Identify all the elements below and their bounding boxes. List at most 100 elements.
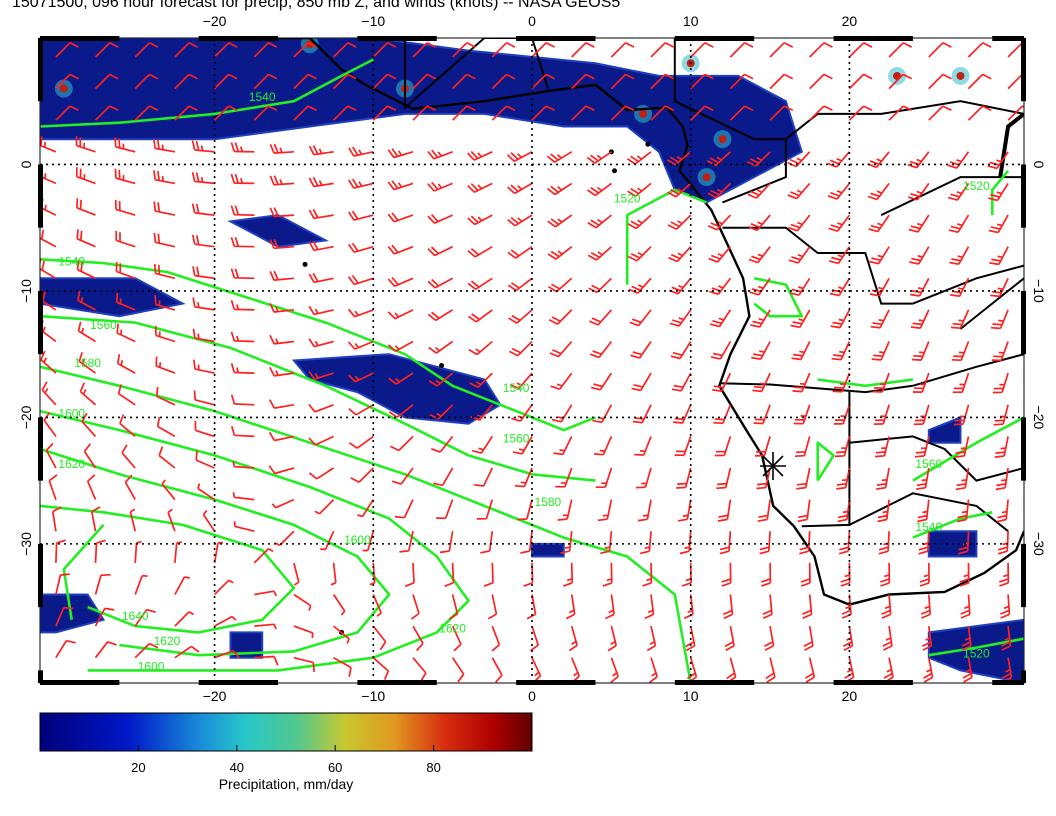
- wind-barb-149: [988, 214, 1009, 234]
- wind-barb-301: [81, 412, 97, 437]
- wind-barb-376: [90, 506, 101, 532]
- lon-tick-label-top: −20: [203, 13, 227, 29]
- wind-barb-274: [992, 372, 1009, 394]
- wind-barb-395: [838, 531, 851, 555]
- wind-barb-269: [792, 372, 811, 393]
- wind-barb-316: [674, 436, 692, 457]
- wind-barb-171: [869, 246, 890, 265]
- contour-label-14: 1520: [614, 191, 641, 205]
- wind-barb-159: [387, 244, 414, 255]
- wind-barb-212: [508, 309, 533, 324]
- wind-barb-388: [560, 531, 573, 555]
- wind-barb-241: [670, 341, 692, 360]
- station-marker: [760, 452, 786, 480]
- frame-bar-top: [516, 36, 596, 41]
- wind-barb-280: [230, 394, 255, 406]
- wind-barb-397: [918, 531, 930, 555]
- wind-barb-250: [40, 350, 57, 374]
- wind-barb-385: [439, 531, 454, 554]
- wind-barb-475: [55, 639, 76, 659]
- wind-barbs-layer: [40, 42, 1024, 683]
- wind-barb-485: [451, 657, 465, 683]
- wind-barb-427: [134, 574, 148, 595]
- wind-barb-337: [514, 467, 533, 488]
- wind-barb-466: [685, 625, 696, 652]
- wind-barb-379: [202, 510, 216, 532]
- island-3: [439, 363, 445, 369]
- wind-barb-382: [320, 530, 335, 551]
- wind-barb-377: [129, 508, 137, 532]
- wind-barb-275: [41, 381, 57, 406]
- wind-barb-79: [191, 140, 215, 153]
- wind-barb-295: [833, 404, 851, 425]
- frame-bar-top: [833, 36, 913, 41]
- contour-label-8: 1580: [535, 495, 562, 509]
- wind-barb-261: [469, 372, 493, 389]
- wind-barb-132: [308, 208, 334, 220]
- wind-barb-37: [531, 73, 555, 90]
- wind-barb-18: [769, 42, 794, 58]
- height-contour-7: [62, 524, 105, 621]
- wind-barb-251: [78, 352, 96, 374]
- wind-barb-359: [394, 499, 414, 519]
- frame-bar-left: [38, 164, 43, 228]
- wind-barb-88: [546, 151, 573, 163]
- contour-label-17: 1540: [915, 520, 942, 534]
- wind-barb-362: [517, 499, 533, 521]
- wind-barb-270: [832, 372, 851, 393]
- precipitation-layer: [40, 38, 1024, 683]
- wind-barb-107: [308, 177, 334, 188]
- wind-barb-215: [629, 309, 652, 327]
- wind-barb-67: [729, 105, 754, 121]
- precip-area-5: [927, 618, 1024, 683]
- wind-barb-99: [987, 151, 1009, 170]
- wind-barb-71: [888, 105, 913, 121]
- wind-barb-467: [724, 625, 735, 652]
- wind-barb-78: [152, 138, 176, 153]
- country-border-1: [719, 382, 914, 394]
- wind-barb-348: [955, 467, 970, 491]
- wind-barb-342: [716, 467, 732, 490]
- wind-barb-293: [753, 404, 771, 425]
- map-title: 15071500, 096 hour forecast for precip, …: [12, 0, 621, 11]
- wind-barb-220: [830, 309, 851, 329]
- wind-barb-198: [950, 277, 970, 298]
- wind-barb-415: [642, 562, 653, 587]
- wind-barb-230: [230, 331, 255, 343]
- wind-barb-165: [628, 246, 652, 262]
- precip-area-9: [531, 542, 565, 558]
- wind-barb-267: [712, 372, 732, 392]
- island-4: [302, 261, 308, 267]
- wind-barb-477: [134, 642, 159, 659]
- height-contour-12: [816, 441, 835, 482]
- wind-barb-12: [531, 42, 555, 58]
- wind-barb-302: [119, 414, 136, 438]
- wind-barb-353: [161, 479, 176, 501]
- wind-barb-139: [587, 214, 612, 229]
- wind-barb-106: [269, 175, 294, 186]
- wind-barb-389: [600, 531, 613, 555]
- wind-barb-216: [669, 309, 692, 327]
- wind-barb-3: [174, 42, 198, 58]
- wind-barb-430: [254, 590, 278, 597]
- wind-barb-47: [928, 73, 952, 90]
- wind-barb-219: [790, 309, 811, 329]
- wind-barb-482: [333, 656, 352, 677]
- wind-barb-57: [333, 105, 357, 121]
- wind-barb-470: [842, 625, 854, 651]
- wind-barb-186: [467, 277, 493, 291]
- wind-barb-124: [988, 182, 1009, 202]
- frame-bar-right: [1021, 38, 1026, 102]
- wind-barb-378: [167, 508, 176, 532]
- wind-barb-400: [55, 539, 66, 563]
- wind-barb-208: [347, 308, 374, 318]
- wind-barb-128: [153, 201, 176, 216]
- wind-barb-206: [269, 302, 294, 313]
- contour-label-10: 1620: [439, 621, 466, 635]
- precip-max-8: [956, 71, 965, 80]
- colorbar-ticks: 20 40 60 80: [131, 745, 441, 775]
- contour-label-11: 1640: [122, 609, 149, 623]
- wind-barb-240: [630, 341, 652, 359]
- wind-barb-73: [967, 105, 992, 121]
- wind-barb-367: [717, 499, 732, 522]
